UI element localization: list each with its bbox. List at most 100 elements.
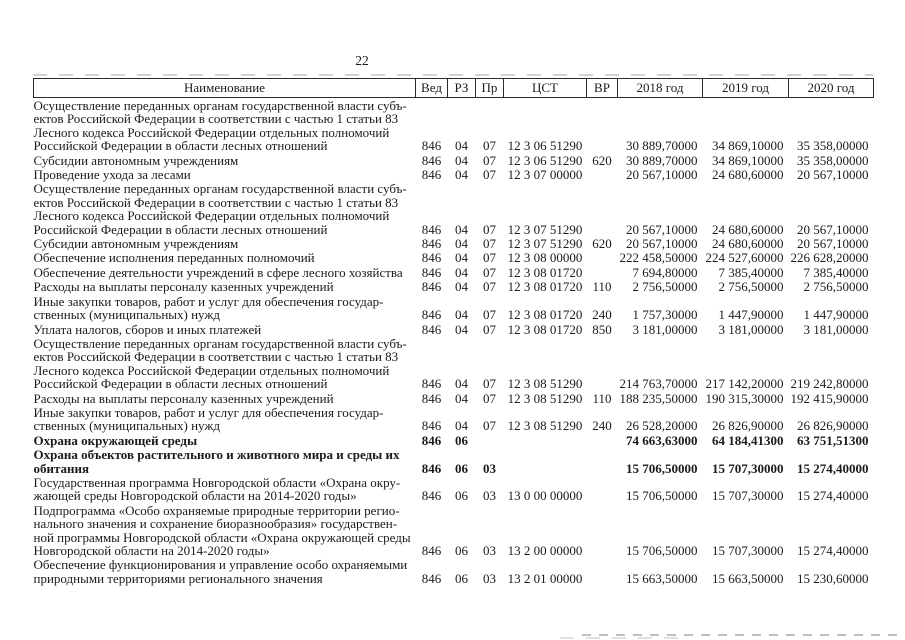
table-row: Обеспечение деятельности учреждений в сф… — [34, 265, 874, 279]
cell-vr — [587, 475, 618, 503]
cell-pr — [476, 433, 504, 447]
cell-name: Обеспечение деятельности учреждений в сф… — [33, 264, 403, 280]
cell-pr: 03 — [483, 570, 496, 586]
column-header-rz: РЗ — [447, 78, 476, 98]
cell-rz: 04 — [455, 138, 468, 154]
table-row: Охрана объектов растительного и животног… — [34, 447, 874, 475]
cell-y2019: 1 447,90000 — [718, 307, 784, 323]
cell-y2018: 2 756,50000 — [632, 279, 698, 295]
cell-y2020: 2 756,50000 — [803, 279, 869, 295]
cell-pr: 07 — [483, 418, 496, 434]
cell-rz: 04 — [455, 221, 468, 237]
cell-name: Субсидии автономным учреждениям — [33, 236, 239, 252]
cell-ved: 846 — [421, 307, 442, 323]
cell-y2020: 1 447,90000 — [803, 307, 869, 323]
cell-y2018: 26 528,20000 — [626, 418, 698, 434]
cell-vr: 620 — [592, 152, 612, 168]
cell-vr — [587, 181, 618, 236]
cell-name: Подпрограмма «Особо охраняемые природные… — [33, 502, 411, 558]
cell-vr — [587, 167, 618, 181]
cell-y2018: 1 757,30000 — [632, 307, 698, 323]
cell-vr: 620 — [592, 236, 612, 252]
cell-name: Осуществление переданных органам государ… — [33, 98, 407, 154]
cell-vr — [587, 557, 618, 585]
cell-vr: 110 — [592, 390, 612, 406]
cell-y2019: 2 756,50000 — [718, 279, 784, 295]
table-row: Проведение ухода за лесами 846 04 07 12 3 07… — [34, 167, 874, 183]
cell-y2018: 30 889,70000 — [626, 152, 698, 168]
cell-y2019: 34 869,10000 — [712, 152, 784, 168]
cell-name: Обеспечение функционирования и управлени… — [33, 557, 408, 586]
cell-cst: 12 3 06 51290 — [507, 152, 583, 168]
cell-y2019: 24 680,60000 — [712, 221, 784, 237]
cell-rz: 04 — [455, 321, 468, 337]
cell-y2018: 30 889,70000 — [626, 138, 698, 154]
cell-vr: 850 — [592, 321, 612, 337]
cell-rz: 04 — [455, 376, 468, 392]
cell-y2019: 217 142,20000 — [705, 376, 784, 392]
cell-ved: 846 — [421, 138, 442, 154]
scan-artifact-bottom — [560, 637, 680, 639]
cell-vr — [587, 433, 618, 447]
cell-name: Расходы на выплаты персоналу казенных уч… — [33, 279, 334, 295]
cell-vr: 110 — [592, 279, 612, 295]
cell-pr: 07 — [483, 307, 496, 323]
cell-y2019: 190 315,30000 — [705, 390, 784, 406]
cell-y2019: 24 680,60000 — [712, 236, 784, 252]
cell-ved: 846 — [421, 167, 442, 183]
cell-y2018: 188 235,50000 — [619, 390, 698, 406]
cell-y2020: 20 567,10000 — [797, 167, 869, 183]
cell-cst: 12 3 06 51290 — [507, 138, 583, 154]
cell-rz: 06 — [455, 460, 468, 476]
table-body: Осуществление переданных органам государ… — [34, 98, 874, 586]
cell-y2020: 219 242,80000 — [790, 376, 869, 392]
cell-vr — [587, 447, 618, 475]
cell-y2018: 15 706,50000 — [626, 543, 698, 558]
cell-ved: 846 — [421, 250, 442, 266]
cell-y2019: 7 385,40000 — [718, 264, 784, 280]
table-header-row: Наименование Вед РЗ Пр ЦСТ ВР 2018 год 2019 год… — [33, 78, 874, 98]
cell-y2020: 226 628,20000 — [790, 250, 869, 266]
cell-y2018: 15 706,50000 — [626, 460, 698, 476]
column-header-name: Наименование — [33, 78, 416, 98]
cell-y2020: 7 385,40000 — [803, 264, 869, 280]
cell-name: Иные закупки товаров, работ и услуг для … — [33, 293, 384, 323]
cell-vr — [587, 336, 618, 391]
table-row: Обеспечение исполнения переданных полном… — [33, 250, 874, 266]
cell-cst: 12 3 08 51290 — [507, 376, 583, 392]
cell-name: Государственная программа Новгородской о… — [33, 474, 401, 504]
cell-rz: 04 — [455, 307, 468, 323]
cell-ved: 846 — [421, 432, 442, 448]
cell-y2019: 15 707,30000 — [712, 460, 784, 476]
cell-ved: 846 — [421, 488, 442, 504]
cell-name: Обеспечение исполнения переданных полном… — [33, 250, 315, 266]
cell-y2019: 15 707,30000 — [712, 543, 784, 558]
cell-name: Охрана объектов растительного и животног… — [33, 447, 400, 476]
table-row: Осуществление переданных органам государ… — [34, 181, 874, 236]
cell-y2018: 20 567,10000 — [626, 236, 698, 252]
cell-name: Субсидии автономным учреждениям — [33, 152, 239, 168]
cell-y2020: 15 274,40000 — [797, 460, 869, 476]
column-header-y2018: 2018 год — [617, 78, 703, 98]
cell-y2020: 26 826,90000 — [797, 418, 869, 434]
cell-cst: 13 2 00 00000 — [507, 543, 583, 558]
table-header: Наименование Вед РЗ Пр ЦСТ ВР 2018 год 2019 год… — [33, 78, 874, 98]
cell-rz: 04 — [455, 418, 468, 434]
table-row: Расходы на выплаты персоналу казенных уч… — [34, 391, 874, 405]
cell-rz: 04 — [455, 279, 468, 295]
cell-pr: 07 — [483, 321, 496, 337]
cell-y2020: 20 567,10000 — [797, 221, 869, 237]
cell-cst: 12 3 08 01720 — [507, 264, 583, 280]
cell-vr — [587, 250, 618, 264]
table-row: Государственная программа Новгородской о… — [34, 475, 874, 503]
table-row: Охрана окружающей среды 846 06 74 663,63000… — [34, 433, 874, 447]
table-row: Осуществление переданных органам государ… — [34, 98, 874, 153]
cell-rz: 04 — [455, 250, 468, 266]
table-row: Расходы на выплаты персоналу казенных уч… — [33, 279, 874, 295]
cell-pr: 07 — [483, 236, 496, 252]
cell-ved: 846 — [421, 152, 442, 168]
cell-pr: 07 — [483, 152, 496, 168]
table-row: Осуществление переданных органам государ… — [34, 336, 874, 391]
cell-y2018: 74 663,63000 — [626, 432, 698, 448]
budget-table: Наименование Вед РЗ Пр ЦСТ ВР 2018 год 2019 год… — [33, 78, 874, 585]
